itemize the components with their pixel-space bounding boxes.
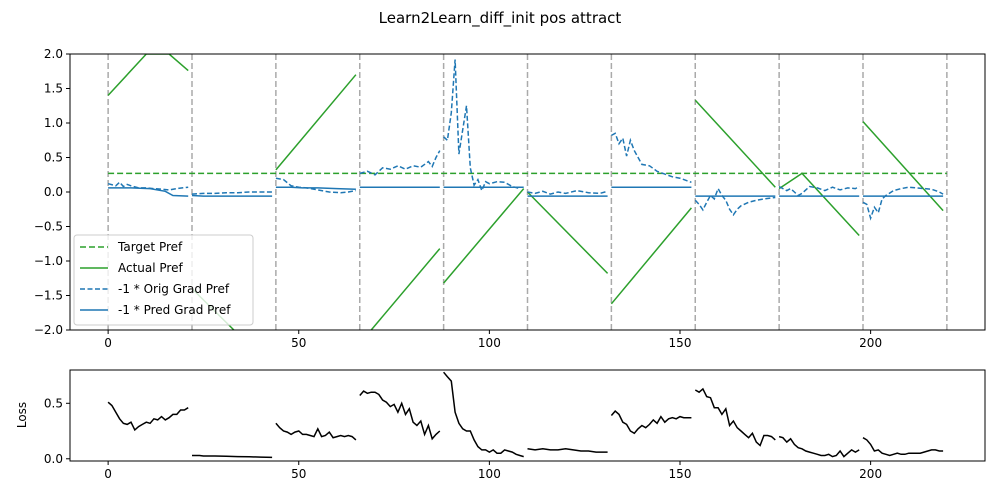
x-tick-label: 100 bbox=[478, 467, 501, 481]
series-line bbox=[694, 99, 776, 188]
y-tick-label: −0.5 bbox=[34, 220, 63, 234]
series-line bbox=[191, 194, 273, 197]
x-tick-label: 150 bbox=[669, 336, 692, 350]
loss-y-ticks: 0.0 0.5 bbox=[44, 396, 70, 466]
loss-line bbox=[862, 437, 944, 457]
series-line bbox=[778, 185, 860, 197]
legend-label: Target Pref bbox=[117, 240, 183, 254]
series-line bbox=[862, 186, 944, 221]
series-line bbox=[275, 177, 357, 194]
loss-y-axis-label: Loss bbox=[15, 402, 29, 428]
series-line bbox=[275, 74, 357, 171]
y-tick-label: −2.0 bbox=[34, 323, 63, 337]
legend-label: Actual Pref bbox=[118, 261, 183, 275]
y-tick-label: 0.5 bbox=[44, 396, 63, 410]
series-line bbox=[610, 207, 692, 305]
x-tick-label: 0 bbox=[104, 467, 112, 481]
y-tick-label: 2.0 bbox=[44, 47, 63, 61]
series-line bbox=[778, 172, 860, 237]
loss-line bbox=[192, 454, 273, 459]
x-tick-label: 50 bbox=[291, 467, 306, 481]
loss-line bbox=[694, 387, 776, 447]
legend-label: -1 * Pred Grad Pref bbox=[118, 303, 231, 317]
y-tick-label: 1.5 bbox=[44, 82, 63, 96]
legend-box bbox=[73, 234, 254, 326]
series-line bbox=[107, 54, 189, 96]
main-y-ticks: −2.0 −1.5 −1.0 −0.5 0.0 0.5 1.0 1.5 2.0 bbox=[34, 47, 70, 337]
loss-line bbox=[610, 410, 692, 435]
y-tick-label: 0.5 bbox=[44, 151, 63, 165]
legend: Target Pref Actual Pref -1 * Orig Grad Pre… bbox=[73, 234, 254, 326]
y-tick-label: −1.5 bbox=[34, 289, 63, 303]
y-tick-label: 0.0 bbox=[44, 452, 63, 466]
series-line bbox=[108, 187, 189, 197]
loss-line bbox=[359, 390, 441, 441]
loss-plot: 0 50 100 150 200 0.0 0.5 Loss bbox=[15, 369, 986, 481]
y-tick-label: 0.0 bbox=[44, 185, 63, 199]
series-line bbox=[443, 59, 521, 193]
loss-series bbox=[107, 371, 944, 459]
series-line bbox=[862, 121, 944, 212]
x-tick-label: 0 bbox=[104, 336, 112, 350]
loss-plot-frame bbox=[69, 369, 986, 462]
main-plot: 0 50 100 150 200 −2.0 −1.5 −1.0 −0.5 0.0 0.5 1.0 1.… bbox=[34, 47, 986, 350]
loss-line bbox=[527, 448, 608, 453]
y-tick-label: 1.0 bbox=[44, 116, 63, 130]
y-tick-label: −1.0 bbox=[34, 254, 63, 268]
x-tick-label: 100 bbox=[478, 336, 501, 350]
figure-title: Learn2Learn_diff_init pos attract bbox=[379, 9, 622, 28]
series-line bbox=[275, 186, 356, 190]
x-tick-label: 200 bbox=[859, 336, 882, 350]
series-line bbox=[526, 191, 609, 274]
x-tick-label: 150 bbox=[669, 467, 692, 481]
series-line bbox=[527, 189, 608, 195]
series-line bbox=[694, 186, 776, 217]
x-tick-label: 50 bbox=[291, 336, 306, 350]
loss-line bbox=[107, 401, 189, 432]
x-tick-label: 200 bbox=[859, 467, 882, 481]
loss-x-ticks: 0 50 100 150 200 bbox=[104, 461, 882, 481]
loss-line bbox=[443, 371, 524, 458]
series-line bbox=[443, 188, 525, 284]
main-x-ticks: 0 50 100 150 200 bbox=[104, 330, 882, 350]
series-line bbox=[359, 150, 441, 176]
loss-line bbox=[778, 435, 860, 458]
legend-label: -1 * Orig Grad Pref bbox=[118, 282, 230, 296]
series-line bbox=[611, 132, 692, 184]
series-line bbox=[191, 191, 273, 195]
loss-line bbox=[275, 422, 357, 441]
series-line bbox=[370, 248, 441, 330]
